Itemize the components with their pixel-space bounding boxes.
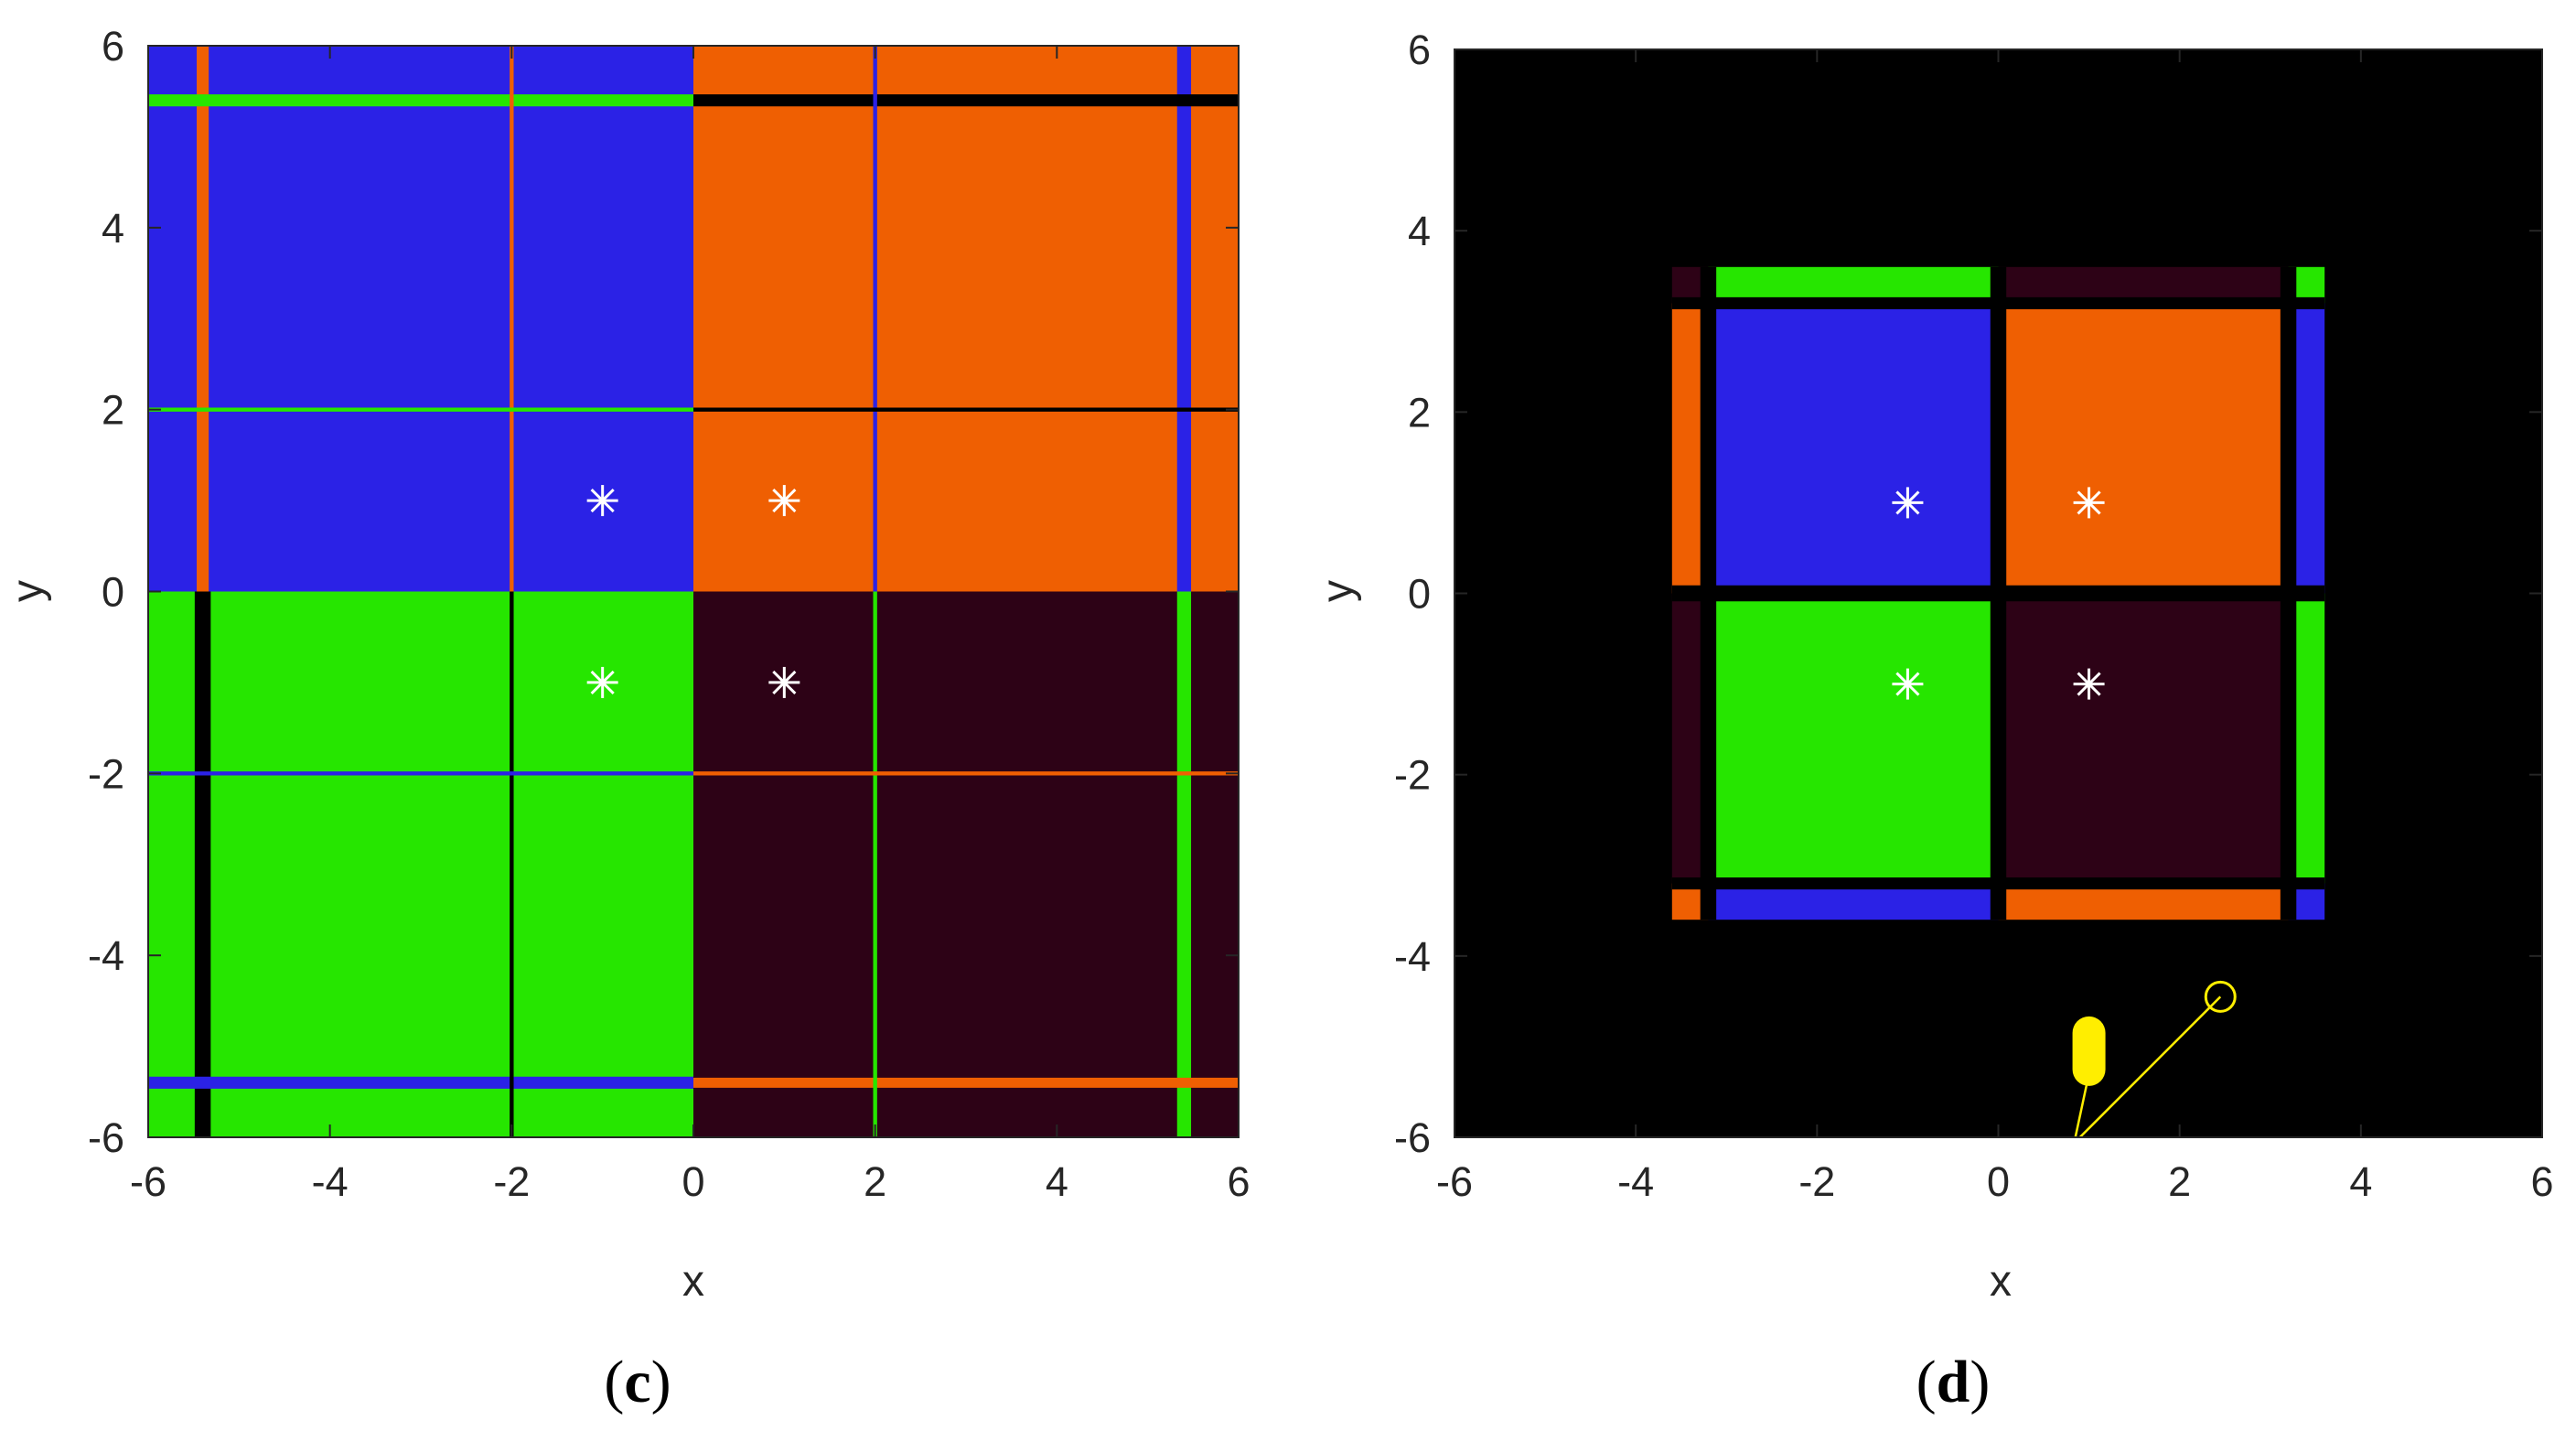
y-tick-label: -6 bbox=[1394, 1114, 1431, 1161]
y-tick-label: 4 bbox=[102, 205, 124, 252]
y-tick-label: 6 bbox=[102, 23, 124, 70]
x-tick-label: 2 bbox=[2168, 1158, 2191, 1205]
marker-stroke bbox=[590, 670, 615, 694]
x-tick-label: 2 bbox=[864, 1158, 886, 1205]
panel-d: -6 -4 -2 0 2 4 6 6 4 2 0 -2 -4 -6 x y (d) bbox=[1314, 27, 2554, 1415]
region-dark-3 bbox=[1998, 266, 2289, 304]
marker-star-1 bbox=[768, 485, 800, 517]
marker-stroke bbox=[772, 670, 797, 694]
region-orange-15 bbox=[1998, 883, 2289, 920]
marker-stroke bbox=[1895, 490, 1920, 515]
panel-c-plot-area bbox=[148, 46, 1239, 1137]
marker-star-2 bbox=[586, 666, 618, 698]
yellow-trajectory bbox=[2072, 980, 2237, 1137]
region-green-2 bbox=[1708, 266, 1999, 304]
y-tick-label: 2 bbox=[102, 387, 124, 434]
x-tick-label: -4 bbox=[1617, 1158, 1654, 1205]
panel-d-plot-area bbox=[1454, 49, 2542, 1137]
trajectory-blob bbox=[2072, 1016, 2106, 1086]
y-tick-label: 2 bbox=[1408, 389, 1431, 436]
y-tick-label: -6 bbox=[88, 1114, 124, 1161]
x-tick-label: -2 bbox=[1798, 1158, 1835, 1205]
x-tick-label: 4 bbox=[2349, 1158, 2372, 1205]
x-tick-label: -6 bbox=[130, 1158, 166, 1205]
x-tick-label: -4 bbox=[312, 1158, 349, 1205]
panel-c-xlabel: x bbox=[682, 1257, 704, 1306]
panel-c-axes-box bbox=[147, 45, 1240, 1138]
x-tick-label: 6 bbox=[1227, 1158, 1250, 1205]
marker-star-3 bbox=[2073, 668, 2105, 700]
panel-c: -6 -4 -2 0 2 4 6 6 4 2 0 -2 -4 -6 x y (c) bbox=[4, 23, 1250, 1415]
panel-d-ylabel: y bbox=[1314, 580, 1362, 602]
region-dark-11 bbox=[1998, 593, 2289, 884]
y-tick-label: 0 bbox=[1408, 571, 1431, 618]
panel-d-caption: (d) bbox=[1916, 1349, 1991, 1415]
marker-star-0 bbox=[1892, 487, 1924, 519]
x-tick-label: 6 bbox=[2530, 1158, 2553, 1205]
marker-star-2 bbox=[1892, 668, 1924, 700]
y-tick-label: -4 bbox=[1394, 933, 1431, 980]
x-tick-label: -2 bbox=[493, 1158, 530, 1205]
y-tick-label: 0 bbox=[102, 569, 124, 616]
y-tick-label: 6 bbox=[1408, 27, 1431, 73]
region-blue-14 bbox=[1708, 883, 1999, 920]
x-tick-label: 4 bbox=[1046, 1158, 1068, 1205]
panel-c-caption: (c) bbox=[604, 1349, 671, 1415]
y-tick-label: 4 bbox=[1408, 208, 1431, 254]
y-tick-label: -2 bbox=[1394, 752, 1431, 799]
marker-star-1 bbox=[2073, 487, 2105, 519]
marker-star-0 bbox=[586, 485, 618, 517]
marker-stroke bbox=[1895, 672, 1920, 696]
trajectory-line bbox=[2078, 995, 2222, 1137]
region-blue-6 bbox=[1708, 303, 1999, 594]
panel-d-axes-box bbox=[1454, 48, 2543, 1138]
y-tick-label: -4 bbox=[88, 932, 124, 979]
y-tick-label: -2 bbox=[88, 750, 124, 797]
marker-stroke bbox=[2077, 490, 2101, 515]
panel-d-xlabel: x bbox=[1990, 1257, 2012, 1306]
panel-c-ticks: -6 -4 -2 0 2 4 6 6 4 2 0 -2 -4 -6 bbox=[88, 23, 1250, 1205]
panel-c-ylabel: y bbox=[4, 580, 52, 602]
marker-stroke bbox=[2077, 672, 2101, 696]
marker-star-3 bbox=[768, 666, 800, 698]
marker-stroke bbox=[590, 489, 615, 513]
region-orange-7 bbox=[1998, 303, 2289, 594]
x-tick-label: 0 bbox=[682, 1158, 704, 1205]
x-tick-label: 0 bbox=[1987, 1158, 2010, 1205]
region-green-10 bbox=[1708, 593, 1999, 884]
x-tick-label: -6 bbox=[1436, 1158, 1473, 1205]
marker-stroke bbox=[772, 489, 797, 513]
trajectory-start-circle bbox=[2204, 980, 2237, 1013]
